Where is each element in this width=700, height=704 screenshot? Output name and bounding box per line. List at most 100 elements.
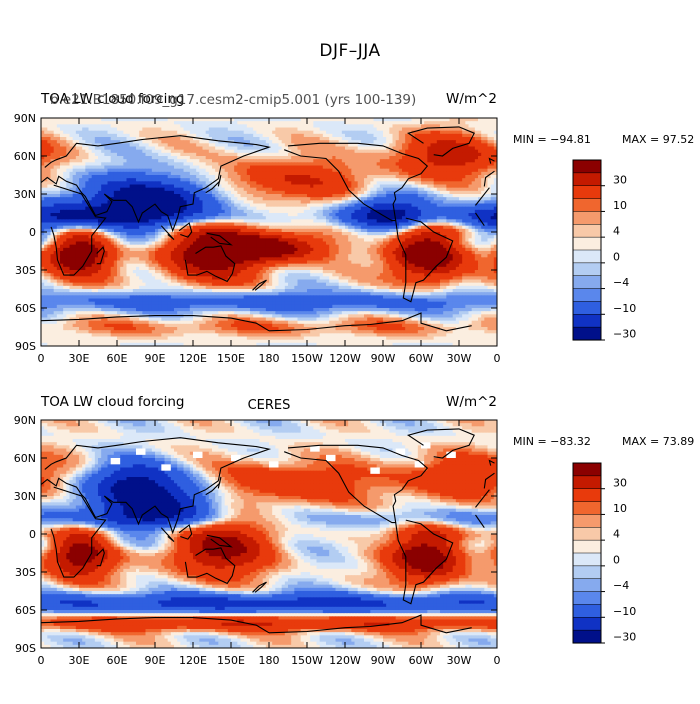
map-cell	[307, 203, 311, 208]
map-cell	[300, 124, 305, 128]
map-cell	[367, 178, 371, 182]
map-cell	[262, 149, 267, 154]
map-cell	[278, 133, 283, 138]
map-cell	[250, 137, 254, 141]
map-cell	[430, 197, 435, 201]
map-cell	[332, 143, 336, 147]
map-cell	[411, 209, 416, 214]
map-cell	[360, 124, 365, 128]
map-cell	[56, 209, 61, 214]
map-cell	[231, 219, 235, 223]
map-cell	[300, 209, 305, 214]
map-cell	[205, 149, 210, 154]
map-cell	[82, 137, 86, 141]
map-cell	[493, 156, 497, 160]
map-cell	[101, 181, 105, 185]
map-cell	[126, 213, 131, 217]
map-cell	[278, 130, 283, 135]
map-cell	[367, 152, 371, 157]
map-cell	[373, 187, 378, 192]
map-cell	[452, 187, 457, 192]
map-cell	[256, 194, 260, 198]
map-cell	[284, 197, 289, 201]
map-cell	[364, 156, 368, 160]
map-cell	[234, 197, 238, 201]
map-cell	[88, 216, 93, 220]
map-cell	[167, 178, 172, 182]
map-cell	[253, 225, 257, 230]
map-cell	[478, 222, 482, 227]
map-cell	[120, 175, 124, 179]
map-cell	[259, 165, 264, 170]
map-cell	[354, 194, 359, 198]
map-cell	[129, 200, 134, 204]
map-cell	[484, 143, 488, 147]
map-cell	[262, 194, 267, 198]
map-cell	[269, 190, 273, 195]
map-cell	[313, 159, 317, 163]
map-cell	[132, 197, 137, 201]
map-cell	[158, 152, 162, 157]
map-cell	[63, 171, 67, 176]
map-cell	[300, 213, 305, 217]
map-cell	[421, 152, 425, 157]
map-cell	[215, 140, 219, 144]
map-cell	[272, 159, 276, 163]
map-cell	[56, 162, 61, 166]
map-cell	[392, 127, 397, 132]
map-cell	[272, 171, 276, 176]
map-cell	[338, 175, 343, 179]
map-cell	[63, 216, 67, 220]
map-cell	[129, 140, 134, 144]
map-cell	[354, 184, 359, 189]
map-cell	[316, 146, 321, 151]
map-cell	[316, 118, 321, 122]
map-cell	[459, 206, 463, 211]
map-cell	[212, 127, 216, 132]
map-cell	[490, 175, 495, 179]
map-cell	[180, 213, 184, 217]
map-cell	[56, 225, 61, 230]
map-cell	[63, 187, 67, 192]
map-cell	[148, 127, 153, 132]
map-cell	[142, 149, 146, 154]
map-cell	[66, 175, 70, 179]
map-cell	[379, 168, 384, 173]
map-cell	[69, 184, 74, 189]
map-cell	[493, 187, 497, 192]
map-cell	[433, 187, 438, 192]
map-cell	[145, 146, 150, 151]
map-cell	[414, 162, 419, 166]
map-cell	[455, 181, 460, 185]
map-cell	[132, 137, 137, 141]
map-cell	[148, 222, 153, 227]
map-cell	[129, 197, 134, 201]
map-cell	[170, 194, 175, 198]
map-cell	[316, 124, 321, 128]
map-cell	[272, 137, 276, 141]
map-cell	[338, 146, 343, 151]
map-cell	[256, 137, 260, 141]
map-cell	[326, 168, 330, 173]
map-cell	[259, 137, 264, 141]
map-cell	[408, 175, 412, 179]
map-cell	[240, 168, 245, 173]
map-cell	[60, 168, 64, 173]
map-cell	[91, 225, 96, 230]
map-cell	[386, 184, 390, 189]
map-cell	[278, 162, 283, 166]
map-cell	[465, 181, 469, 185]
map-cell	[468, 146, 473, 151]
map-cell	[275, 124, 279, 128]
map-cell	[370, 130, 374, 135]
map-cell	[117, 225, 121, 230]
map-cell	[455, 121, 460, 125]
map-cell	[313, 168, 317, 173]
map-cell	[53, 197, 58, 201]
map-cell	[205, 187, 210, 192]
map-cell	[262, 216, 267, 220]
map-cell	[132, 121, 137, 125]
map-cell	[221, 171, 226, 176]
map-cell	[101, 184, 105, 189]
map-cell	[218, 146, 222, 151]
